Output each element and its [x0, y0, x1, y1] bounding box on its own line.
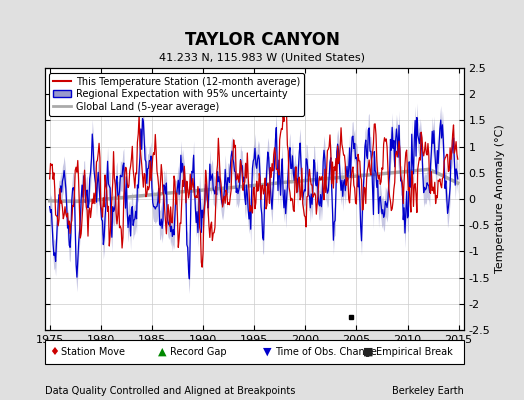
Text: 41.233 N, 115.983 W (United States): 41.233 N, 115.983 W (United States): [159, 53, 365, 63]
Text: Record Gap: Record Gap: [170, 347, 227, 357]
Text: Empirical Break: Empirical Break: [376, 347, 452, 357]
Text: Data Quality Controlled and Aligned at Breakpoints: Data Quality Controlled and Aligned at B…: [45, 386, 295, 396]
Text: ▼: ▼: [263, 347, 271, 357]
Text: ■: ■: [363, 347, 374, 357]
Text: Station Move: Station Move: [61, 347, 125, 357]
Text: Time of Obs. Change: Time of Obs. Change: [275, 347, 377, 357]
Text: ▲: ▲: [158, 347, 166, 357]
FancyBboxPatch shape: [45, 340, 464, 364]
Text: Berkeley Earth: Berkeley Earth: [392, 386, 464, 396]
Y-axis label: Temperature Anomaly (°C): Temperature Anomaly (°C): [495, 125, 505, 273]
Legend: This Temperature Station (12-month average), Regional Expectation with 95% uncer: This Temperature Station (12-month avera…: [49, 73, 304, 116]
Text: TAYLOR CANYON: TAYLOR CANYON: [184, 31, 340, 49]
Text: ♦: ♦: [49, 347, 59, 357]
